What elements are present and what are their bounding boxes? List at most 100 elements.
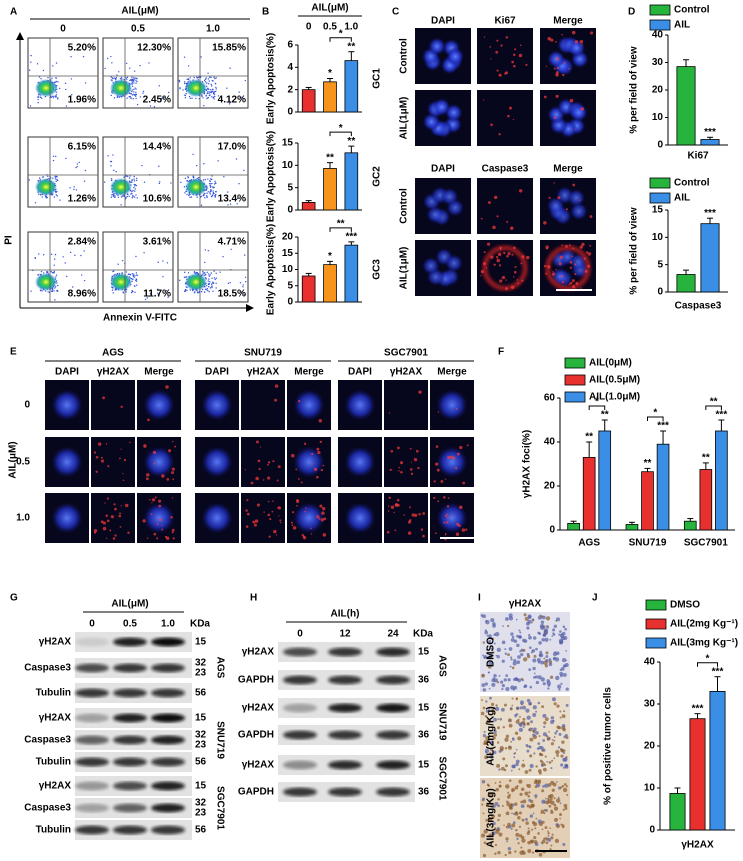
ihc-cell xyxy=(528,745,532,749)
ihc-cell xyxy=(533,654,537,658)
stain-spot xyxy=(545,65,548,67)
ihc-cell xyxy=(480,711,485,716)
stain-spot xyxy=(147,418,150,422)
blot-band xyxy=(328,675,362,685)
flow-dot xyxy=(184,96,187,99)
ihc-cell xyxy=(497,726,500,730)
stain-spot xyxy=(119,526,122,528)
stain-spot xyxy=(547,265,551,269)
ihc-cell xyxy=(518,825,522,828)
ihc-cell xyxy=(544,783,549,788)
blot-band xyxy=(283,760,317,770)
panel-title: γH2AX xyxy=(509,599,542,610)
flow-dot xyxy=(211,182,213,185)
ihc-cell xyxy=(526,698,531,703)
stain-spot xyxy=(390,505,395,509)
ihc-cell xyxy=(484,714,488,718)
flow-dot xyxy=(198,291,200,294)
ihc-cell xyxy=(510,827,513,830)
nucleus xyxy=(436,389,468,421)
flow-dot xyxy=(131,197,133,199)
stain-spot xyxy=(161,474,165,478)
stain-spot xyxy=(585,251,589,254)
bar xyxy=(582,456,596,531)
stain-spot xyxy=(316,475,319,479)
flow-dot xyxy=(207,283,210,285)
ihc-cell xyxy=(517,842,520,845)
flow-dot xyxy=(205,77,207,79)
flow-dot xyxy=(117,196,120,198)
stain-spot xyxy=(272,500,274,502)
stain-spot xyxy=(543,221,547,225)
kda-label: 15 xyxy=(195,713,207,724)
flow-dot xyxy=(215,277,218,279)
protein-label: Caspase3 xyxy=(24,663,71,674)
flow-dot xyxy=(202,97,204,99)
stain-spot xyxy=(513,64,516,68)
stain-spot xyxy=(93,531,97,534)
ihc-cell xyxy=(498,768,501,771)
stain-spot xyxy=(459,505,463,510)
y-axis-label: Early Apoptosis(%) xyxy=(266,33,277,124)
ihc-cell xyxy=(545,841,549,845)
chart-title: GC1 xyxy=(372,68,383,89)
ihc-cell xyxy=(517,816,521,820)
stain-spot xyxy=(444,534,447,536)
x-tick-label: Caspase3 xyxy=(675,301,722,312)
stain-spot xyxy=(408,506,411,509)
flow-dot xyxy=(240,96,242,99)
nucleus xyxy=(201,502,233,534)
flow-dot xyxy=(127,273,130,276)
ihc-cell xyxy=(519,715,521,718)
quadrant-percent: 1.96% xyxy=(68,95,96,106)
flow-dot xyxy=(71,286,74,288)
ihc-cell xyxy=(520,800,523,804)
flow-dot xyxy=(134,87,136,89)
flow-dot xyxy=(132,189,134,192)
flow-dot xyxy=(243,294,246,296)
lane-label: 1.0 xyxy=(161,619,175,630)
flow-dot xyxy=(214,180,216,183)
flow-dot xyxy=(186,78,188,81)
protein-label: Tubulin xyxy=(36,825,71,836)
flow-dot xyxy=(186,193,188,196)
stain-spot xyxy=(387,510,390,512)
ihc-cell xyxy=(516,643,520,648)
legend-swatch xyxy=(649,192,671,204)
flow-dot xyxy=(36,63,39,65)
flow-dot xyxy=(208,92,210,95)
ihc-cell xyxy=(501,805,504,807)
quadrant-percent: 4.12% xyxy=(218,95,246,106)
flow-dot xyxy=(141,164,143,167)
flow-dot xyxy=(38,177,41,179)
flow-dot xyxy=(116,74,118,76)
flow-dot xyxy=(163,96,165,99)
flow-dot xyxy=(202,273,204,275)
ihc-cell xyxy=(560,633,563,636)
stain-spot xyxy=(456,522,460,526)
stain-spot xyxy=(417,466,420,470)
stain-spot xyxy=(580,287,582,289)
flow-dot xyxy=(194,291,196,293)
flow-dot xyxy=(125,175,128,177)
blot-band xyxy=(151,713,185,723)
legend-swatch xyxy=(564,391,586,403)
ihc-cell xyxy=(512,821,516,824)
stain-spot xyxy=(410,472,414,475)
flow-dot xyxy=(34,202,37,204)
flow-dot xyxy=(196,77,199,79)
flow-dot xyxy=(157,292,159,294)
ihc-cell xyxy=(513,802,518,806)
y-axis-label: Early Apoptosis(%) xyxy=(266,224,277,315)
ihc-cell xyxy=(536,747,540,750)
flow-plot xyxy=(102,231,174,303)
flow-dot xyxy=(239,281,242,284)
stain-spot xyxy=(520,262,523,265)
panel-letter: I xyxy=(478,593,481,604)
flow-dot xyxy=(136,197,138,199)
ihc-cell xyxy=(546,625,549,628)
ihc-cell xyxy=(498,832,503,837)
stain-spot xyxy=(436,468,440,472)
ihc-cell xyxy=(549,638,552,641)
flow-dot xyxy=(142,92,144,94)
